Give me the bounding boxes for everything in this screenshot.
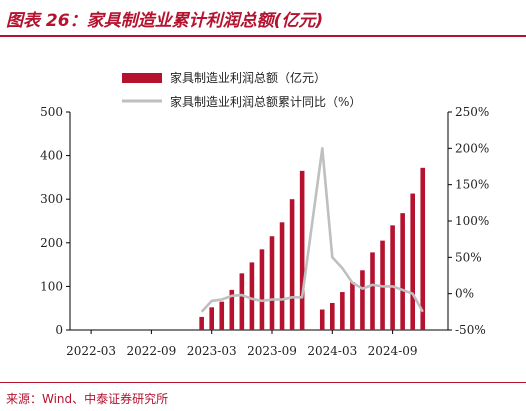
- bar-series: [199, 167, 426, 330]
- left-axis-tick-label: 300: [40, 192, 63, 206]
- title-rule: [0, 35, 526, 37]
- bar: [370, 252, 375, 330]
- chart-canvas: 家具制造业利润总额（亿元） 家具制造业利润总额累计同比（%） 0 100 200 30…: [40, 70, 489, 358]
- bar: [400, 213, 405, 330]
- bar: [259, 249, 265, 330]
- bar: [420, 167, 426, 330]
- bar: [330, 302, 335, 330]
- x-axis-tick-label: 2023-09: [247, 344, 297, 358]
- bar: [340, 292, 345, 330]
- bar: [299, 170, 305, 330]
- legend-bar-label: 家具制造业利润总额（亿元）: [170, 70, 326, 85]
- bar: [229, 289, 235, 330]
- left-axis-tick-label: 400: [40, 149, 63, 163]
- left-axis-tick-label: 0: [55, 323, 63, 337]
- axes: 0 100 200 300 400 500 -50% 0% 50% 100% 150% 200% 250…: [40, 105, 489, 358]
- bar: [199, 316, 204, 330]
- legend-line-label: 家具制造业利润总额累计同比（%）: [170, 94, 361, 109]
- x-axis-tick-label: 2024-09: [368, 344, 418, 358]
- bar: [360, 270, 365, 330]
- source-note: 来源：Wind、中泰证券研究所: [6, 392, 169, 406]
- x-axis-tick-label: 2024-03: [307, 344, 357, 358]
- right-axis-tick-label: -50%: [455, 323, 486, 337]
- right-axis-tick-label: 50%: [455, 250, 482, 264]
- source-rule: [0, 382, 526, 383]
- bar: [390, 225, 395, 330]
- yoy-line: [200, 147, 424, 313]
- bar: [219, 301, 225, 330]
- right-axis-tick-label: 150%: [455, 178, 489, 192]
- right-axis-tick-label: 250%: [455, 105, 489, 119]
- bar: [350, 282, 355, 330]
- bar: [269, 236, 275, 330]
- right-axis-tick-label: 200%: [455, 141, 489, 155]
- bar: [249, 262, 255, 330]
- legend-bar-swatch: [122, 73, 162, 83]
- bar: [289, 199, 295, 330]
- line-series: [200, 147, 424, 313]
- bar: [410, 193, 415, 330]
- bar: [209, 307, 214, 330]
- bar: [319, 309, 325, 330]
- x-axis-tick-label: 2022-09: [126, 344, 176, 358]
- bar: [279, 222, 285, 330]
- x-axis-tick-label: 2022-03: [66, 344, 116, 358]
- right-axis-tick-label: 0%: [455, 287, 474, 301]
- legend: 家具制造业利润总额（亿元） 家具制造业利润总额累计同比（%）: [122, 70, 361, 109]
- bar: [239, 273, 245, 330]
- x-axis-tick-label: 2023-03: [187, 344, 237, 358]
- left-axis-tick-label: 500: [40, 105, 63, 119]
- right-axis-tick-label: 100%: [455, 214, 489, 228]
- left-axis-tick-label: 200: [40, 236, 63, 250]
- left-axis-tick-label: 100: [40, 279, 63, 293]
- chart-title: 图表 26：家具制造业累计利润总额(亿元): [6, 11, 324, 31]
